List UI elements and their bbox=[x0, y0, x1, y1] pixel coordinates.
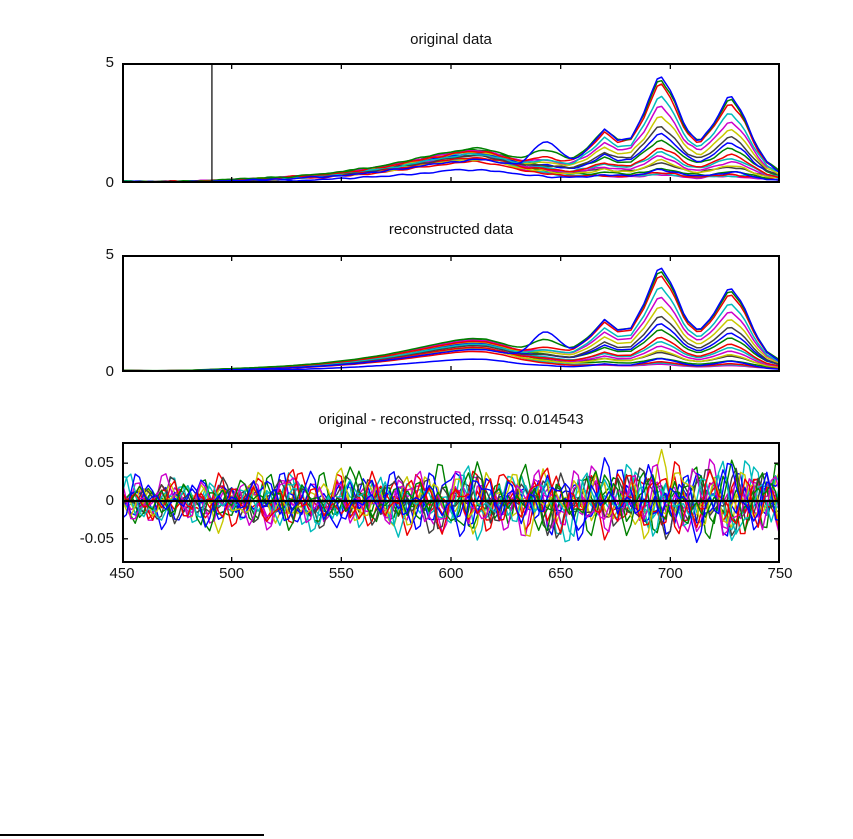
plot2-svg bbox=[122, 255, 780, 372]
plot3-xtick-label-650: 650 bbox=[548, 565, 574, 582]
plot1-axes-original-data bbox=[122, 63, 780, 183]
plot3-svg bbox=[122, 442, 780, 563]
plot1-ytick-label-0: 0 bbox=[105, 174, 114, 191]
plot1-ytick-label-5: 5 bbox=[105, 54, 114, 71]
plot1-series-2-line bbox=[122, 79, 780, 183]
plot3-xtick-label-700: 700 bbox=[657, 565, 683, 582]
plot3-xtick-label-450: 450 bbox=[109, 565, 135, 582]
footnote-divider-rule bbox=[0, 834, 264, 836]
plot2-title: reconstructed data bbox=[388, 221, 514, 238]
plot3-axes-residuals bbox=[122, 442, 780, 563]
plot2-ytick-label-5: 5 bbox=[105, 246, 114, 263]
plot3-xtick-label-500: 500 bbox=[219, 565, 245, 582]
plot3-ytick-label-0.05: 0.05 bbox=[84, 454, 114, 472]
plot2-series-2-line bbox=[122, 271, 780, 372]
plot3-xtick-label-550: 550 bbox=[328, 565, 354, 582]
plot1-svg bbox=[122, 63, 780, 183]
plot3-series-8-line bbox=[122, 457, 780, 531]
plot1-title: original data bbox=[410, 31, 492, 48]
plot2-axes-reconstructed-data bbox=[122, 255, 780, 372]
plot2-ytick-label-0: 0 bbox=[105, 363, 114, 380]
plot3-title: original - reconstructed, rrssq: 0.01454… bbox=[318, 411, 584, 428]
plot3-series-2-line bbox=[122, 459, 780, 537]
plot3-ytick-label-0: 0 bbox=[105, 491, 114, 509]
plot3-ytick-label--0.05: -0.05 bbox=[79, 529, 114, 547]
plot3-xtick-label-600: 600 bbox=[438, 565, 464, 582]
plot1-series-3-line bbox=[122, 83, 780, 183]
plot3-xtick-label-750: 750 bbox=[767, 565, 793, 582]
